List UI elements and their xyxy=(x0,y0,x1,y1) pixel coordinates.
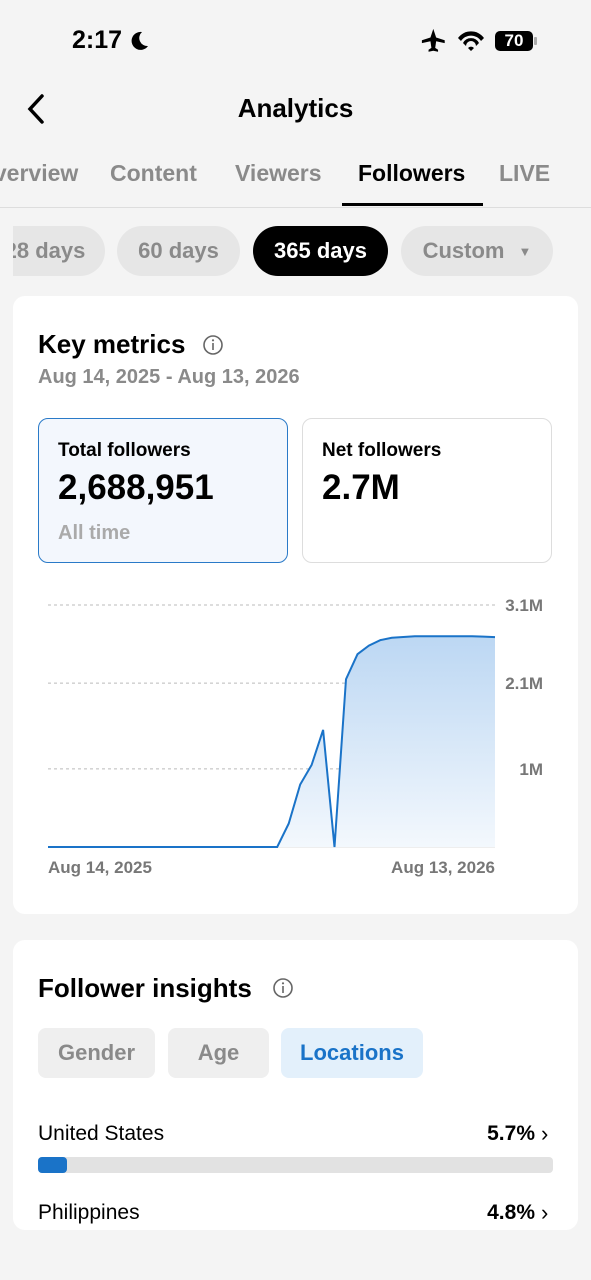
divider xyxy=(0,207,591,208)
followers-chart: 1M 2.1M 3.1M Aug 14, 2025 Aug 13, 2026 xyxy=(48,596,543,877)
section-title: Key metrics xyxy=(38,329,186,359)
range-pill[interactable]: Custom ▼ xyxy=(401,226,553,276)
metric-label: Net followers xyxy=(322,440,442,461)
info-icon[interactable] xyxy=(272,977,294,999)
date-range: Aug 14, 2025 - Aug 13, 2026 xyxy=(38,366,300,388)
location-value: 4.8% xyxy=(487,1201,535,1224)
range-label: 365 days xyxy=(274,238,367,263)
metric-card[interactable] xyxy=(302,418,552,563)
range-label: 60 days xyxy=(138,238,219,263)
chevron[interactable]: › xyxy=(541,1121,549,1146)
insight-tab[interactable]: Age xyxy=(168,1028,269,1078)
insight-tab[interactable]: Gender xyxy=(38,1028,155,1078)
section-title: Follower insights xyxy=(38,973,252,1003)
x-tick-label: Aug 14, 2025 xyxy=(48,858,152,877)
y-tick-label: 3.1M xyxy=(505,596,543,615)
metric-value: 2.7M xyxy=(322,468,400,507)
battery-level: 70 xyxy=(504,31,524,50)
range-bar: 28 days 60 days 365 days Custom ▼ xyxy=(13,0,591,290)
range-label: Custom xyxy=(422,238,505,263)
tab[interactable]: LIVE xyxy=(499,160,551,186)
location-value: 5.7% xyxy=(487,1122,535,1145)
tab-underline xyxy=(342,203,483,206)
bottom-area xyxy=(0,1230,591,1280)
area xyxy=(48,636,495,847)
info-icon[interactable] xyxy=(202,334,224,356)
chevron[interactable]: › xyxy=(541,1200,549,1225)
status-time: 2:17 xyxy=(72,26,123,54)
metric-value: 2,688,951 xyxy=(58,468,214,507)
tab[interactable]: Viewers xyxy=(235,160,322,186)
status-icons xyxy=(421,28,537,52)
line xyxy=(48,635,496,848)
tab[interactable]: Followers xyxy=(358,160,466,186)
location-name: Philippines xyxy=(38,1201,140,1224)
x-tick-label: Aug 13, 2026 xyxy=(391,858,495,877)
moon-icon xyxy=(131,31,148,50)
bar-track xyxy=(38,1157,553,1173)
bar xyxy=(38,1157,68,1173)
metric-card[interactable] xyxy=(38,418,288,563)
insight-tab[interactable]: Locations xyxy=(281,1028,423,1078)
back-button[interactable] xyxy=(22,92,52,126)
tab[interactable]: Overview xyxy=(0,160,79,186)
dropdown-arrow: ▼ xyxy=(518,243,532,259)
metric-label: Total followers xyxy=(58,440,191,461)
tab[interactable]: Content xyxy=(110,160,197,186)
range-pill[interactable]: 365 days xyxy=(253,226,388,276)
page-title: Analytics xyxy=(237,93,354,123)
range-label: 28 days xyxy=(13,238,86,263)
follower-insights-card xyxy=(13,940,578,1230)
y-tick-label: 2.1M xyxy=(505,674,543,693)
location-name: United States xyxy=(38,1122,165,1145)
y-tick-label: 1M xyxy=(519,760,543,779)
range-pill[interactable]: 28 days xyxy=(13,226,105,276)
range-pill[interactable]: 60 days xyxy=(117,226,240,276)
metric-note: All time xyxy=(58,522,131,544)
